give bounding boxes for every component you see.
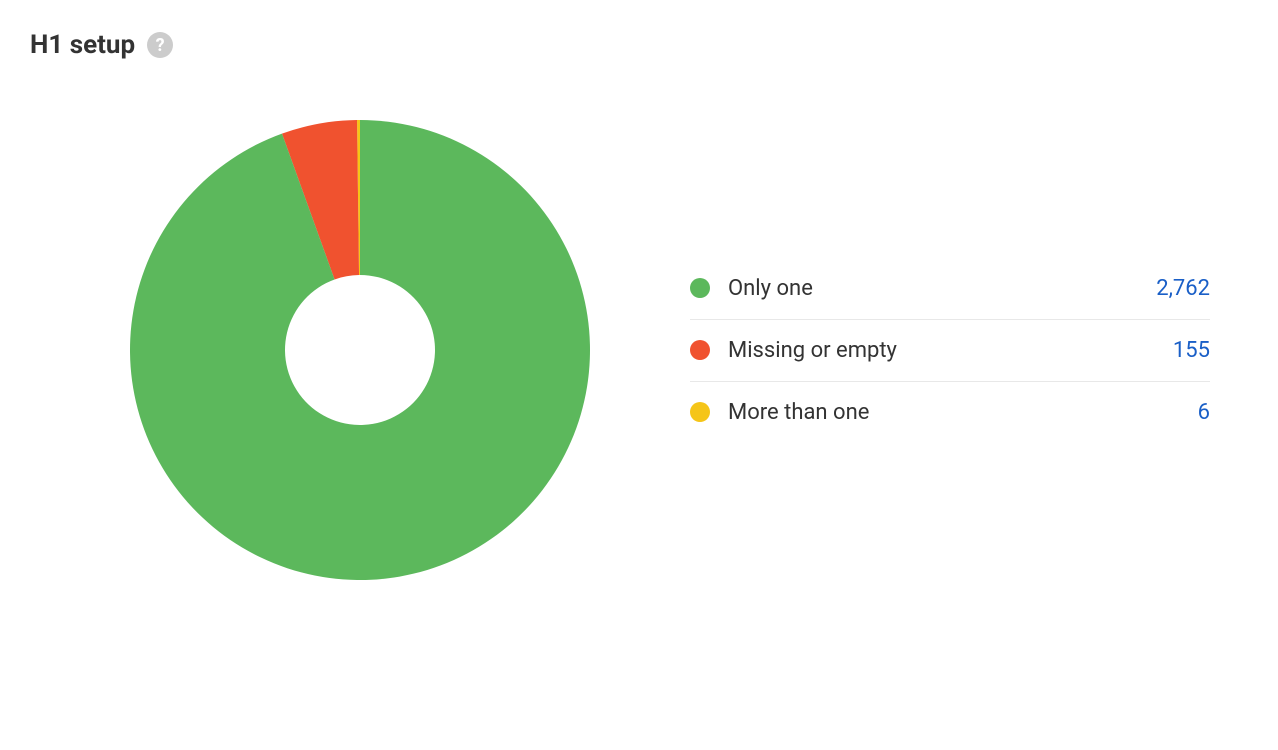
- donut-chart: [110, 100, 610, 600]
- legend-swatch: [690, 278, 710, 298]
- donut-slice[interactable]: [130, 120, 590, 580]
- legend-value: 155: [1173, 338, 1210, 363]
- legend-swatch: [690, 402, 710, 422]
- content: Only one2,762Missing or empty155More tha…: [30, 100, 1248, 600]
- legend-label: Missing or empty: [728, 338, 1173, 363]
- page-title: H1 setup: [30, 30, 135, 60]
- legend-label: More than one: [728, 400, 1198, 425]
- legend-row[interactable]: More than one6: [690, 382, 1210, 443]
- legend-value: 2,762: [1156, 276, 1210, 301]
- legend-row[interactable]: Only one2,762: [690, 258, 1210, 320]
- legend: Only one2,762Missing or empty155More tha…: [690, 258, 1210, 443]
- legend-label: Only one: [728, 276, 1156, 301]
- legend-swatch: [690, 340, 710, 360]
- help-icon[interactable]: ?: [147, 32, 173, 58]
- legend-value: 6: [1198, 400, 1210, 425]
- header: H1 setup ?: [30, 30, 1248, 60]
- legend-row[interactable]: Missing or empty155: [690, 320, 1210, 382]
